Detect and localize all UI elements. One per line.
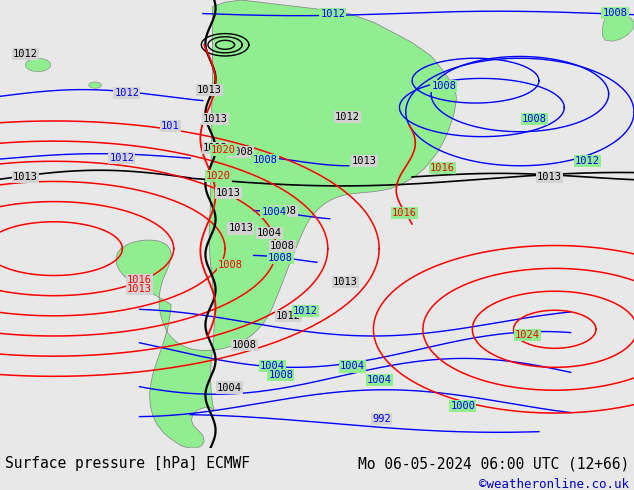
Text: 1013: 1013 [13, 172, 38, 182]
Text: 1012: 1012 [276, 311, 301, 321]
Text: 1016: 1016 [392, 208, 417, 218]
Polygon shape [89, 82, 101, 88]
Text: 1024: 1024 [515, 330, 540, 340]
Text: 1020: 1020 [210, 145, 236, 155]
Text: 1012: 1012 [109, 153, 134, 163]
Text: 1008: 1008 [431, 81, 456, 91]
Text: 1020: 1020 [205, 171, 231, 181]
Text: 1016: 1016 [430, 163, 455, 173]
Text: 1013: 1013 [333, 277, 358, 287]
Text: 1012: 1012 [293, 306, 318, 317]
Polygon shape [25, 58, 51, 72]
Text: 992: 992 [372, 414, 391, 424]
Text: 1008: 1008 [268, 370, 294, 380]
Text: 1013: 1013 [536, 172, 562, 182]
Text: 1013: 1013 [216, 188, 241, 197]
Text: 1012: 1012 [114, 88, 139, 98]
Text: 1008: 1008 [602, 7, 628, 18]
Text: Mo 06-05-2024 06:00 UTC (12+66): Mo 06-05-2024 06:00 UTC (12+66) [358, 457, 629, 471]
Text: 1004: 1004 [261, 207, 287, 218]
Text: 1008: 1008 [268, 253, 293, 263]
Text: 1008: 1008 [217, 260, 243, 270]
Text: 1012: 1012 [13, 49, 38, 59]
Text: 101: 101 [161, 122, 180, 131]
Text: 1013: 1013 [228, 223, 254, 233]
Text: 1013: 1013 [352, 156, 377, 166]
Text: 1013: 1013 [127, 284, 152, 294]
Text: 1008: 1008 [271, 206, 297, 216]
Text: 1004: 1004 [366, 375, 392, 385]
Text: 1004: 1004 [260, 361, 285, 371]
Text: ©weatheronline.co.uk: ©weatheronline.co.uk [479, 478, 629, 490]
Text: 1013: 1013 [203, 114, 228, 123]
Polygon shape [602, 11, 634, 41]
Text: 1012: 1012 [320, 9, 346, 19]
Text: 1008: 1008 [522, 114, 547, 123]
Text: 1013: 1013 [203, 143, 228, 153]
Text: 1000: 1000 [450, 401, 476, 411]
Text: 1013: 1013 [197, 85, 222, 95]
Text: 1008: 1008 [228, 147, 254, 157]
Polygon shape [116, 0, 456, 448]
Text: 1004: 1004 [217, 383, 242, 392]
Text: 1012: 1012 [335, 112, 360, 122]
Text: 1004: 1004 [257, 228, 282, 238]
Text: 1008: 1008 [252, 155, 278, 165]
Text: 1008: 1008 [231, 340, 257, 350]
Text: Surface pressure [hPa] ECMWF: Surface pressure [hPa] ECMWF [5, 457, 250, 471]
Text: 1016: 1016 [127, 275, 152, 285]
Text: 1004: 1004 [340, 362, 365, 371]
Text: 1012: 1012 [575, 156, 600, 166]
Text: 1008: 1008 [269, 242, 295, 251]
